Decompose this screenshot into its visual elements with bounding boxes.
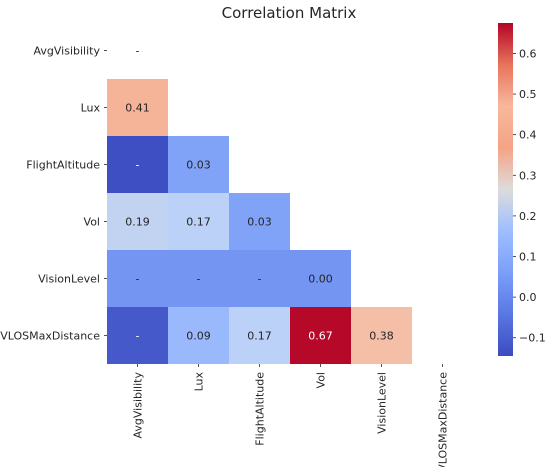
heatmap-cell [107,193,168,250]
heatmap-cell [351,307,412,364]
heatmap-cell [290,307,351,364]
cell-value-label: - [136,273,140,286]
heatmap-cell [229,307,290,364]
heatmap-cell [168,250,229,307]
heatmap-cell [290,250,351,307]
row-labels: AvgVisibility Lux FlightAltitude Vol VisionL… [0,45,107,343]
column-label: VisionLevel [376,372,389,434]
colorbar-tick-label: 0.2 [519,210,537,223]
cell-value-label: 0.38 [369,330,394,343]
colorbar-ticks: −0.1 0.0 0.1 0.2 0.3 0.4 0.5 0.6 [513,47,546,345]
row-label: AvgVisibility [34,45,101,58]
cell-value-label: 0.17 [186,216,211,229]
row-label: VLOSMaxDistance [0,330,100,343]
cell-value-label: - [197,273,201,286]
column-label: Lux [193,372,206,392]
cell-value-label: 0.17 [247,330,272,343]
heatmap-cell [229,250,290,307]
heatmap-cell [168,193,229,250]
column-labels: AvgVisibility Lux FlightAltitude Vol VisionL… [132,364,450,467]
heatmap-cell [229,193,290,250]
cell-value-label: 0.03 [186,159,211,172]
heatmap-cell [107,250,168,307]
heatmap-cell [168,136,229,193]
colorbar-tick-label: 0.0 [519,291,537,304]
chart-title: Correlation Matrix [222,4,357,22]
cell-value-label: - [136,45,140,58]
row-label: FlightAltitude [26,159,100,172]
cell-value-label: 0.03 [247,216,272,229]
colorbar-tick-label: 0.5 [519,88,537,101]
heatmap-cell [107,136,168,193]
cell-value-label: 0.00 [308,273,333,286]
heatmap-cell [107,79,168,136]
cell-value-label: 0.09 [186,330,211,343]
heatmap-cells: - 0.41 - 0.03 0.19 0.17 0.03 - - - 0.00 - 0.09 0.17 0.… [107,45,412,364]
cell-value-label: 0.67 [308,330,333,343]
cell-value-label: 0.19 [125,216,150,229]
colorbar-tick-label: 0.4 [519,129,537,142]
cell-value-label: - [258,273,262,286]
colorbar-tick-label: 0.6 [519,47,537,60]
column-label: Vol [315,372,328,388]
row-label: Vol [84,216,100,229]
heatmap-cell [168,307,229,364]
column-label: FlightAltitude [254,372,267,446]
cell-value-label: - [136,330,140,343]
cell-value-label: 0.41 [125,102,150,115]
column-label: VLOSMaxDistance [437,372,450,467]
colorbar-tick-label: −0.1 [519,332,546,345]
row-label: Lux [81,102,101,115]
row-label: VisionLevel [38,273,100,286]
cell-value-label: - [136,159,140,172]
column-label: AvgVisibility [132,372,145,439]
colorbar-tick-label: 0.3 [519,169,537,182]
colorbar-tick-label: 0.1 [519,251,537,264]
heatmap-cell [107,307,168,364]
colorbar [498,23,513,356]
